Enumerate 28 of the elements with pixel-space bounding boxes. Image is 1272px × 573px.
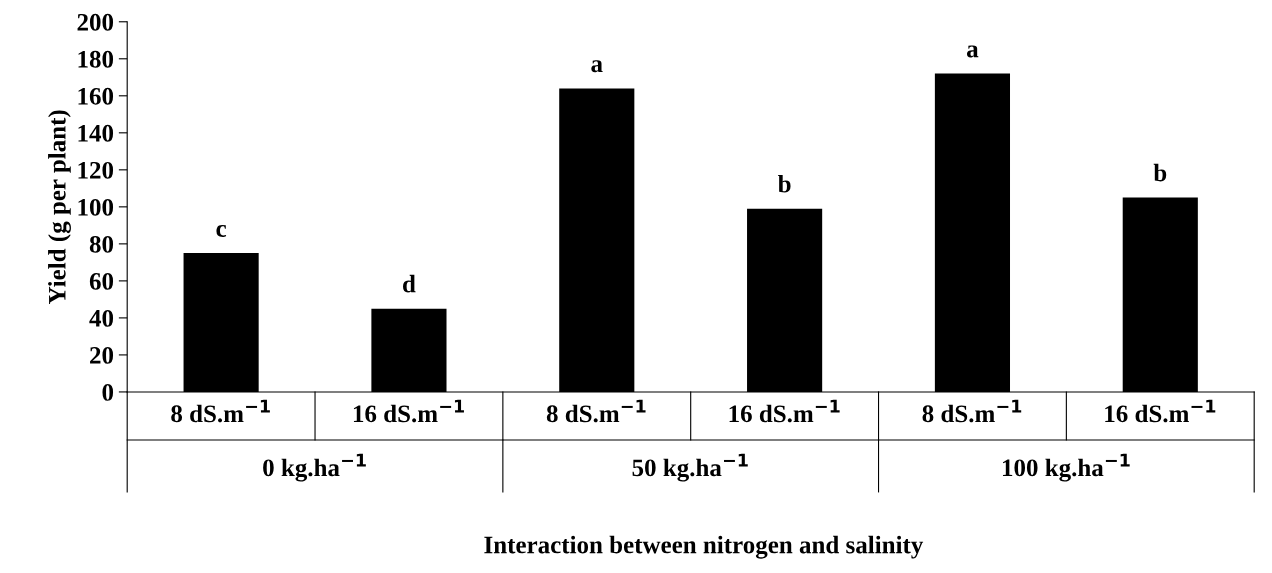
text: 50 kg.ha$^{−1}$ [632, 453, 748, 482]
x-tick-label: 8 dS.m$^{−1}$ [922, 399, 1022, 423]
data-label: b [777, 174, 791, 193]
data-label: a [591, 60, 603, 73]
y-axis-title: Yield (g per plant) [48, 110, 71, 304]
y-tick-label: 100 [78, 198, 114, 216]
x-tick-label: 16 dS.m$^{−1}$ [1105, 399, 1216, 423]
y-tick-label: 180 [78, 50, 114, 68]
text: 100 kg.ha$^{−1}$ [1002, 453, 1130, 482]
x-tick-label: 8 dS.m$^{−1}$ [171, 399, 270, 423]
text: 0 kg.ha$^{−1}$ [263, 453, 366, 482]
x-tick-label: 16 dS.m$^{−1}$ [353, 399, 464, 423]
y-tick-label: 20 [90, 346, 114, 364]
data-label: d [403, 274, 416, 293]
y-tick-label: 160 [78, 87, 114, 105]
data-label: a [967, 45, 979, 58]
y-tick-label: 80 [89, 235, 114, 253]
y-tick-label: 200 [77, 13, 114, 31]
x-tick-label: 16 dS.m$^{−1}$ [729, 399, 840, 423]
y-tick-label: 60 [89, 272, 114, 290]
x-axis-title: Interaction between nitrogen and salinity [484, 535, 924, 559]
data-label: b [1153, 163, 1167, 182]
y-tick-label: 120 [78, 161, 114, 179]
x-tick-label: 8 dS.m$^{−1}$ [546, 399, 646, 423]
y-tick-label: 40 [89, 309, 114, 327]
y-tick-label: 0 [102, 383, 114, 401]
y-tick-label: 140 [78, 124, 114, 142]
data-label: c [216, 224, 227, 237]
